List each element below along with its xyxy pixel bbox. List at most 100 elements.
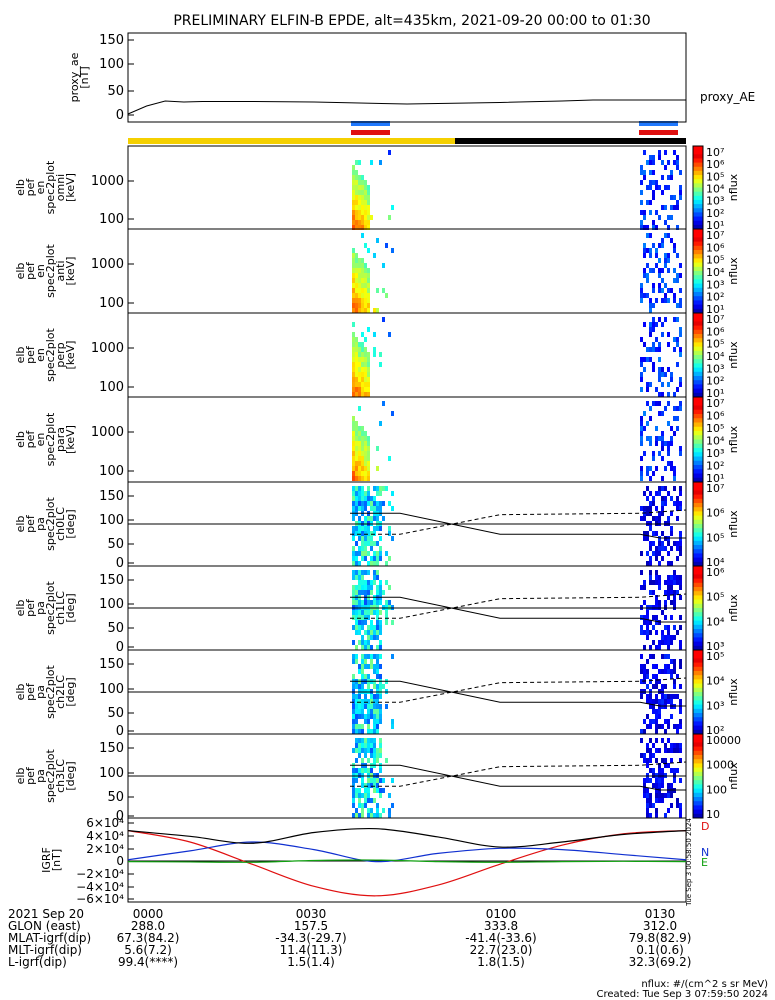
spectrogram-pixel	[667, 590, 670, 595]
spectrogram-pixel	[361, 215, 364, 220]
spectrogram-pixel	[355, 743, 358, 748]
spectrogram-pixel	[646, 699, 649, 704]
spectrogram-pixel	[379, 778, 382, 783]
spectrogram-pixel	[364, 546, 367, 551]
spectrogram-pixel	[364, 337, 367, 342]
spectrogram-pixel	[358, 798, 361, 803]
colorbar-tick-label: 10²	[706, 207, 724, 220]
spectrogram-pixel	[352, 308, 355, 313]
spectrogram-pixel	[355, 175, 358, 180]
spectrogram-pixel	[355, 253, 358, 258]
spectrogram-pixel	[640, 225, 643, 230]
spectrogram-pixel	[385, 580, 388, 585]
spectrogram-pixel	[364, 526, 367, 531]
spectrogram-pixel	[352, 501, 355, 506]
spectrogram-pixel	[655, 788, 658, 793]
spectrogram-pixel	[379, 630, 382, 635]
spectrogram-pixel	[670, 238, 673, 243]
spectrogram-pixel	[661, 738, 664, 743]
spectrogram-pixel	[643, 273, 646, 278]
colorbar-cell	[693, 431, 703, 436]
spectrogram-pixel	[364, 441, 367, 446]
spectrogram-pixel	[661, 511, 664, 516]
spectrogram-pixel	[373, 526, 376, 531]
spectrogram-pixel	[652, 322, 655, 327]
spectrogram-pixel	[355, 471, 358, 476]
spectrogram-pixel	[370, 768, 373, 773]
spectrogram-pixel	[355, 215, 358, 220]
spectrogram-pixel	[649, 511, 652, 516]
spectrogram-pixel	[679, 501, 682, 506]
spectrogram-pixel	[643, 620, 646, 625]
spectrogram-pixel	[352, 180, 355, 185]
spectrogram-pixel	[670, 590, 673, 595]
spectrogram-pixel	[661, 496, 664, 501]
spectrogram-pixel	[352, 466, 355, 471]
spectrogram-pixel	[367, 570, 370, 575]
spectrogram-pixel	[352, 461, 355, 466]
spectrogram-pixel	[358, 531, 361, 536]
spectrogram-pixel	[355, 441, 358, 446]
spectrogram-pixel	[649, 248, 652, 253]
spectrogram-pixel	[655, 724, 658, 729]
colorbar-cell	[693, 570, 703, 575]
spectrogram-pixel	[667, 392, 670, 397]
footer-cell: 312.0	[643, 919, 677, 933]
spectrogram-pixel	[655, 387, 658, 392]
spectrogram-pixel	[367, 248, 370, 253]
spectrogram-pixel	[649, 501, 652, 506]
footer-row-label: MLAT-igrf(dip)	[8, 931, 91, 945]
colorbar-cell	[693, 725, 703, 731]
spectrogram-pixel	[382, 684, 385, 689]
spectrogram-pixel	[658, 273, 661, 278]
spectrogram-pixel	[643, 788, 646, 793]
spectrogram-pixel	[367, 471, 370, 476]
spectrogram-pixel	[391, 654, 394, 659]
spectrogram-pixel	[676, 768, 679, 773]
spectrogram-pixel	[364, 308, 367, 313]
spectrogram-pixel	[679, 808, 682, 813]
units-note: nflux: #/(cm^2 s sr MeV)	[641, 979, 768, 990]
spectrogram-pixel	[643, 585, 646, 590]
spectrogram-pixel	[679, 758, 682, 763]
spectrogram-pixel	[361, 620, 364, 625]
spectrogram-pixel	[679, 724, 682, 729]
spectrogram-pixel	[361, 466, 364, 471]
spectrogram-pixel	[364, 630, 367, 635]
spectrogram-pixel	[352, 556, 355, 561]
spectrogram-pixel	[364, 798, 367, 803]
spectrogram-pixel	[643, 175, 646, 180]
colorbar-cell	[693, 557, 703, 563]
spectrogram-pixel	[652, 347, 655, 352]
y-tick-label: 100	[99, 212, 124, 227]
spectrogram-pixel	[373, 630, 376, 635]
footer-cell: -34.3(-29.7)	[275, 931, 346, 945]
spectrogram-pixel	[355, 220, 358, 225]
spectrogram-pixel	[367, 308, 370, 313]
spectrogram-pixel	[364, 367, 367, 372]
spectrogram-pixel	[388, 585, 391, 590]
spectrogram-pixel	[358, 456, 361, 461]
spectrogram-pixel	[361, 704, 364, 709]
spectrogram-pixel	[361, 357, 364, 362]
spectrogram-pixel	[376, 719, 379, 724]
spectrogram-pixel	[376, 659, 379, 664]
spectrogram-pixel	[676, 506, 679, 511]
colorbar-cell	[693, 498, 703, 504]
panel-frame-ae	[127, 32, 687, 123]
spectrogram-pixel	[649, 753, 652, 758]
spectrogram-pixel	[361, 575, 364, 580]
spectrogram-pixel	[373, 352, 376, 357]
spectrogram-pixel	[670, 461, 673, 466]
axis-label-line: pef	[24, 345, 37, 364]
spectrogram-pixel	[367, 451, 370, 456]
colorbar-cell	[693, 494, 703, 500]
spectrogram-pixel	[661, 322, 664, 327]
colorbar-cell	[693, 237, 703, 243]
spectrogram-pixel	[370, 748, 373, 753]
spectrogram-pixel	[640, 357, 643, 362]
spectrogram-pixel	[652, 342, 655, 347]
spectrogram-pixel	[352, 516, 355, 521]
spectrogram-pixel	[673, 293, 676, 298]
colorbar-tick-label: 10²	[706, 375, 724, 388]
